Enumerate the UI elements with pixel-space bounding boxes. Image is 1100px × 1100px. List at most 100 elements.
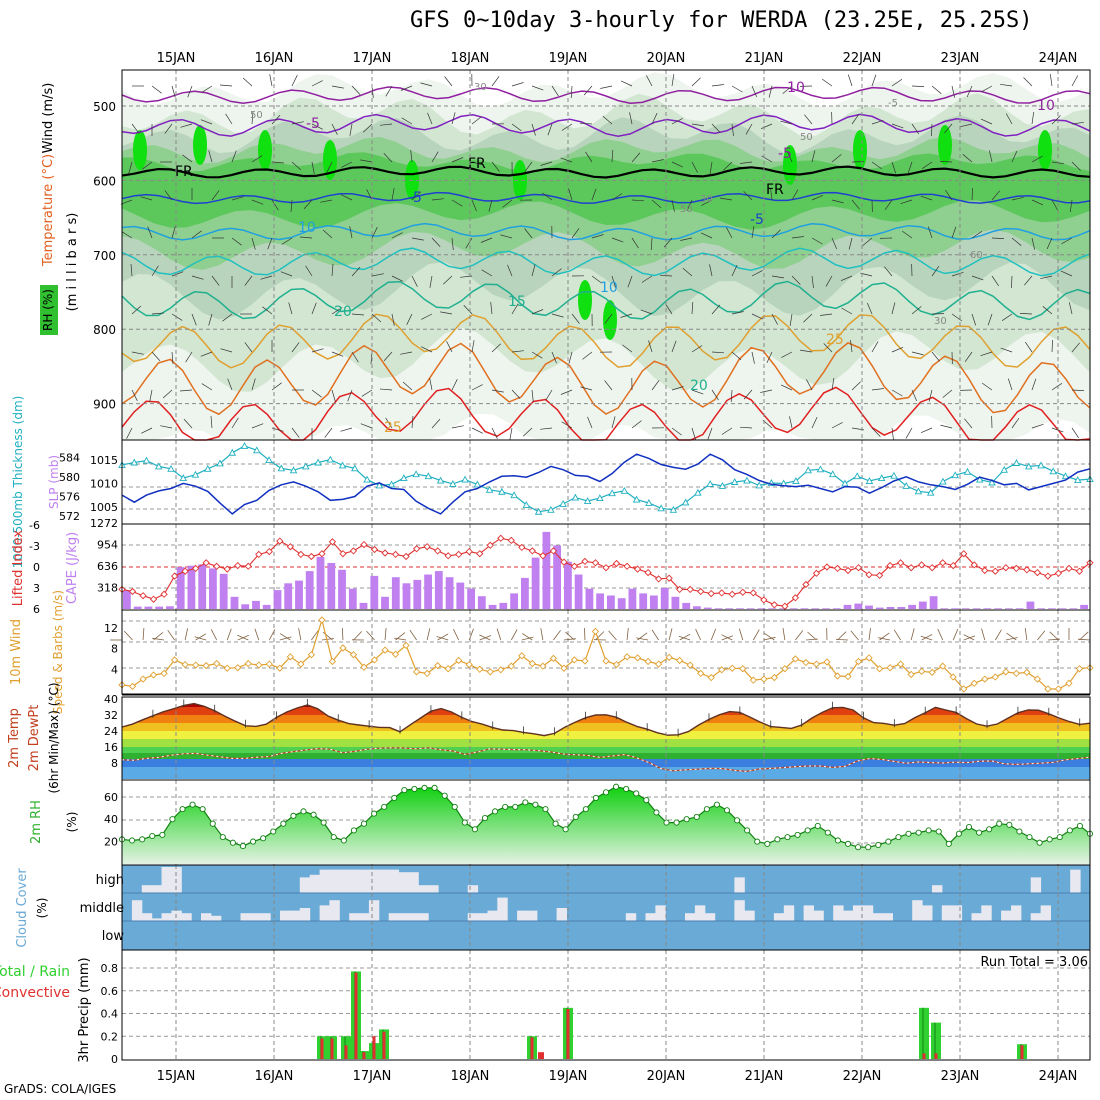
cape-bar-29 xyxy=(434,571,443,609)
lifted-index-point-18 xyxy=(307,552,316,561)
cloud-left-label: Cloud Cover xyxy=(15,868,30,948)
lifted-index-point-15 xyxy=(276,537,284,545)
upper-barb-3-32 xyxy=(770,188,773,201)
upper-barb-8-34 xyxy=(806,379,813,391)
upper-barb-4-43 xyxy=(991,237,1005,239)
rh-cell-1 xyxy=(193,125,207,165)
upper-barb-5-28 xyxy=(682,267,693,277)
cape-bar-53 xyxy=(693,606,701,609)
lifted-index-point-62 xyxy=(770,601,778,609)
upper-barb-6-8 xyxy=(288,302,293,315)
contour-label-6: -5 xyxy=(408,190,422,206)
lifted-index-point-52 xyxy=(665,574,673,582)
thickness-point-22 xyxy=(387,480,396,488)
upper-barb-0-26 xyxy=(646,75,653,87)
upper-barb-8-0 xyxy=(131,389,138,401)
upper-barb-8-23 xyxy=(580,386,593,391)
wind-barb-60 xyxy=(752,629,760,641)
cloud-high-5 xyxy=(171,867,182,893)
cloud-high-21 xyxy=(329,869,340,893)
cloud-middle-20 xyxy=(319,905,330,921)
wind-speed-point-22 xyxy=(349,651,358,659)
wind-barb-56 xyxy=(710,628,717,641)
cloud-high-24 xyxy=(359,869,370,893)
wind-speed-point-36 xyxy=(497,666,505,674)
rh-point-94 xyxy=(1066,827,1073,834)
wind-barb-47 xyxy=(608,630,617,641)
rh-axis-label: RH (%) xyxy=(41,289,55,331)
upper-barb-7-0 xyxy=(131,351,144,355)
precip-conv-bar-8 xyxy=(566,1008,570,1059)
wind-speed-point-70 xyxy=(854,657,863,666)
rh-point-25 xyxy=(371,810,378,817)
upper-barb-4-30 xyxy=(726,227,733,239)
upper-barb-2-26 xyxy=(651,159,664,163)
upper-barb-9-38 xyxy=(891,427,894,440)
wind-barb-7 xyxy=(195,633,207,641)
upper-barb-4-37 xyxy=(862,237,873,246)
wind-speed-point-81 xyxy=(970,679,978,687)
lifted-index-point-42 xyxy=(560,558,568,566)
lifted-index-point-13 xyxy=(255,550,263,559)
upper-barb-6-12 xyxy=(371,313,382,323)
upper-barb-7-26 xyxy=(648,340,653,353)
upper-barb-5-42 xyxy=(971,275,984,281)
cape-bar-35 xyxy=(499,602,508,609)
cape-bar-24 xyxy=(381,596,389,609)
upper-barb-4-47 xyxy=(1061,237,1073,245)
cape-bar-28 xyxy=(424,574,432,609)
wind-barb-72 xyxy=(879,632,890,641)
lifted-index-point-10 xyxy=(223,565,231,573)
upper-barb-2-13 xyxy=(383,152,393,163)
upper-barb-0-6 xyxy=(242,77,253,87)
upper-barb-7-34 xyxy=(800,349,813,353)
upper-barb-4-2 xyxy=(171,226,176,239)
upper-barb-0-38 xyxy=(891,79,903,87)
upper-barb-7-44 xyxy=(1000,347,1013,353)
lifted-index-point-75 xyxy=(907,564,915,572)
upper-barb-3-35 xyxy=(831,199,844,204)
upper-barb-8-3 xyxy=(179,389,193,392)
upper-barb-2-8 xyxy=(291,161,302,171)
upper-barb-9-40 xyxy=(920,427,933,434)
wind-barb-1 xyxy=(124,630,133,641)
upper-barb-8-28 xyxy=(691,389,704,395)
day-label-top-4: 19JAN xyxy=(549,51,588,66)
upper-barb-7-43 xyxy=(980,351,993,357)
upper-barb-7-35 xyxy=(823,343,833,353)
rh-point-87 xyxy=(996,820,1003,827)
upper-barb-3-5 xyxy=(231,196,244,201)
lifted-index-point-57 xyxy=(718,589,726,597)
upper-barb-9-0 xyxy=(126,427,133,439)
wind-barb-91 xyxy=(1079,631,1089,641)
day-label-bottom-3: 18JAN xyxy=(451,1069,490,1084)
upper-barb-0-21 xyxy=(551,85,559,97)
rh-point-46 xyxy=(582,806,589,813)
cloud-middle-1 xyxy=(131,900,143,921)
cape-bar-32 xyxy=(467,588,475,609)
upper-barb-8-37 xyxy=(871,388,884,391)
thickness-point-41 xyxy=(620,486,629,494)
wind-speed-point-75 xyxy=(907,670,915,679)
upper-barb-9-47 xyxy=(1071,427,1079,439)
upper-barb-1-40 xyxy=(931,123,933,137)
thickness-point-61 xyxy=(865,477,874,484)
cloud-middle-76 xyxy=(872,913,884,921)
upper-barb-0-2 xyxy=(171,85,176,98)
precip-conv-bar-9 xyxy=(922,1053,926,1059)
rh-cell-9 xyxy=(938,125,952,165)
upper-barb-2-34 xyxy=(811,150,816,163)
thickness-point-37 xyxy=(571,493,580,501)
wind-speed-point-13 xyxy=(255,661,263,669)
rh-point-17 xyxy=(290,812,297,819)
upper-barb-8-26 xyxy=(651,380,660,391)
upper-barb-8-16 xyxy=(451,379,458,391)
upper-barb-4-28 xyxy=(680,237,693,241)
cloud-high-96 xyxy=(1070,869,1081,893)
upper-barb-2-30 xyxy=(723,161,733,171)
wind-tick-0: 4 xyxy=(111,663,118,676)
cloud-middle-54 xyxy=(655,905,666,921)
upper-barb-5-7 xyxy=(260,275,273,280)
upper-barb-2-38 xyxy=(891,161,897,174)
upper-barb-0-24 xyxy=(600,85,613,89)
